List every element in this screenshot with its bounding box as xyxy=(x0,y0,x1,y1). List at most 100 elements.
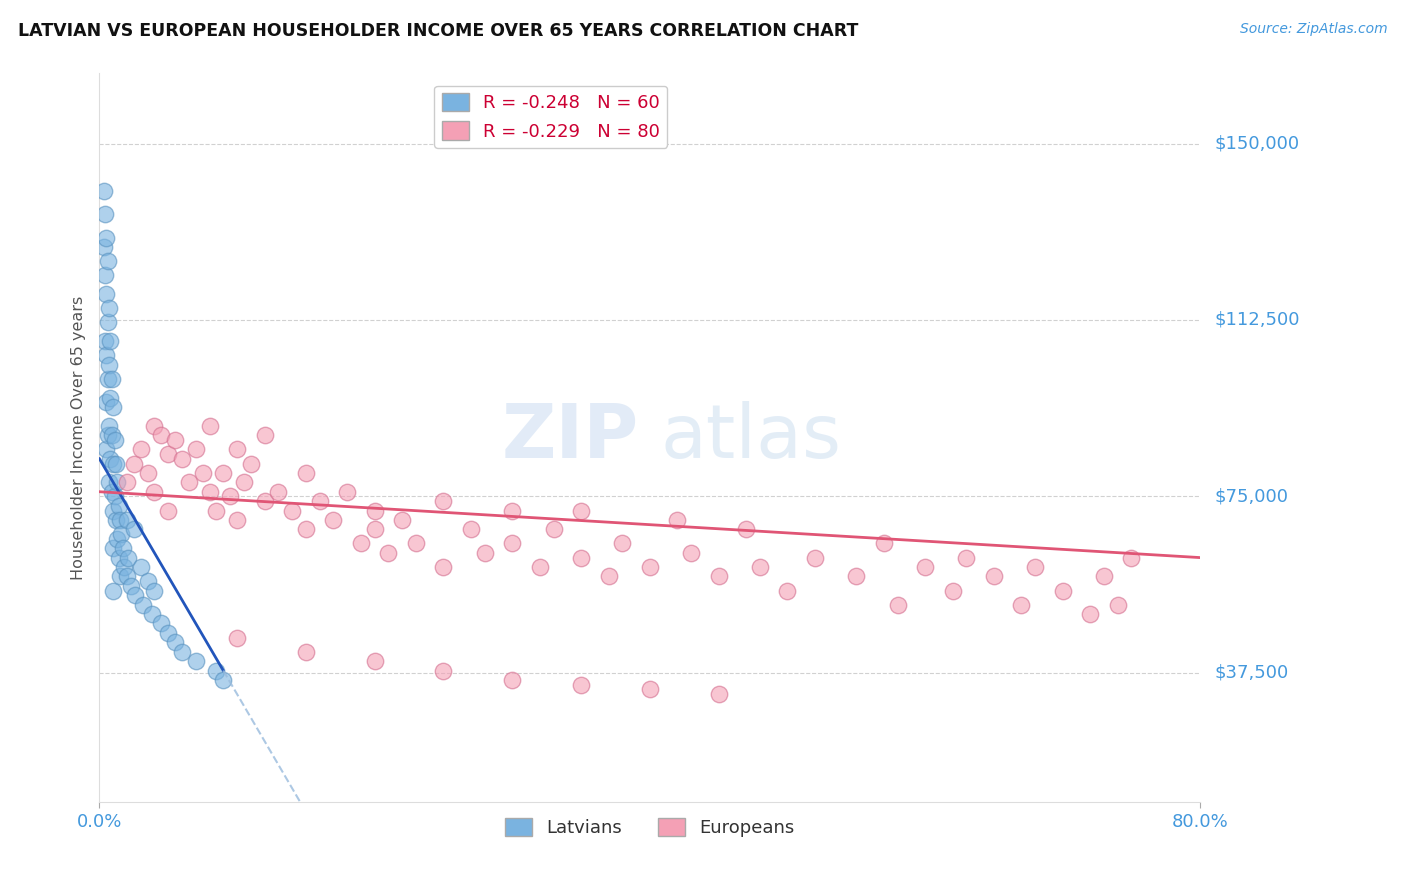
Point xyxy=(198,418,221,433)
Point xyxy=(103,400,125,414)
Point xyxy=(543,522,565,536)
Point xyxy=(253,494,276,508)
Point xyxy=(681,546,703,560)
Point xyxy=(100,451,122,466)
Point xyxy=(612,536,634,550)
Point xyxy=(776,583,799,598)
Point xyxy=(143,484,166,499)
Point xyxy=(198,484,221,499)
Point xyxy=(170,645,193,659)
Text: LATVIAN VS EUROPEAN HOUSEHOLDER INCOME OVER 65 YEARS CORRELATION CHART: LATVIAN VS EUROPEAN HOUSEHOLDER INCOME O… xyxy=(18,22,859,40)
Text: $150,000: $150,000 xyxy=(1215,135,1299,153)
Point xyxy=(122,457,145,471)
Point xyxy=(150,616,173,631)
Point xyxy=(501,503,523,517)
Point xyxy=(177,475,200,490)
Point xyxy=(184,654,207,668)
Point xyxy=(96,348,118,362)
Point xyxy=(110,527,132,541)
Point xyxy=(97,372,120,386)
Point xyxy=(170,451,193,466)
Point xyxy=(941,583,963,598)
Legend: Latvians, Europeans: Latvians, Europeans xyxy=(498,811,803,845)
Point xyxy=(638,682,661,697)
Point xyxy=(1052,583,1074,598)
Point xyxy=(104,457,127,471)
Point xyxy=(226,442,249,457)
Point xyxy=(205,503,228,517)
Point xyxy=(107,550,129,565)
Point xyxy=(308,494,330,508)
Point xyxy=(98,358,121,372)
Point xyxy=(115,569,138,583)
Point xyxy=(501,673,523,687)
Point xyxy=(96,395,118,409)
Point xyxy=(115,513,138,527)
Point xyxy=(212,673,235,687)
Point xyxy=(100,334,122,348)
Point xyxy=(1010,598,1032,612)
Point xyxy=(1121,550,1143,565)
Point xyxy=(707,569,730,583)
Point xyxy=(93,240,115,254)
Point xyxy=(363,654,385,668)
Point xyxy=(97,315,120,329)
Point xyxy=(165,635,187,649)
Point xyxy=(150,428,173,442)
Point xyxy=(405,536,427,550)
Point xyxy=(267,484,290,499)
Point xyxy=(253,428,276,442)
Text: Source: ZipAtlas.com: Source: ZipAtlas.com xyxy=(1240,22,1388,37)
Point xyxy=(101,484,124,499)
Point xyxy=(101,428,124,442)
Point xyxy=(157,503,180,517)
Point xyxy=(666,513,689,527)
Point xyxy=(112,560,135,574)
Point xyxy=(94,334,117,348)
Point xyxy=(226,631,249,645)
Point xyxy=(143,583,166,598)
Point xyxy=(108,569,131,583)
Point xyxy=(281,503,304,517)
Point xyxy=(124,588,146,602)
Point xyxy=(983,569,1005,583)
Point xyxy=(141,607,163,621)
Point xyxy=(219,490,242,504)
Point xyxy=(295,522,318,536)
Point xyxy=(157,447,180,461)
Point xyxy=(239,457,262,471)
Point xyxy=(129,442,152,457)
Point xyxy=(205,664,228,678)
Point xyxy=(105,532,128,546)
Point xyxy=(432,560,454,574)
Point xyxy=(886,598,908,612)
Point xyxy=(226,513,249,527)
Point xyxy=(432,494,454,508)
Point xyxy=(955,550,977,565)
Point xyxy=(1107,598,1129,612)
Point xyxy=(1024,560,1046,574)
Point xyxy=(103,541,125,556)
Point xyxy=(93,184,115,198)
Point xyxy=(529,560,551,574)
Point xyxy=(569,678,592,692)
Point xyxy=(103,490,125,504)
Point xyxy=(735,522,758,536)
Point xyxy=(569,550,592,565)
Point xyxy=(501,536,523,550)
Point xyxy=(184,442,207,457)
Point xyxy=(363,503,385,517)
Point xyxy=(873,536,896,550)
Point xyxy=(103,503,125,517)
Point xyxy=(105,475,128,490)
Point xyxy=(108,513,131,527)
Y-axis label: Householder Income Over 65 years: Householder Income Over 65 years xyxy=(72,295,86,580)
Point xyxy=(103,457,125,471)
Point xyxy=(98,418,121,433)
Point xyxy=(569,503,592,517)
Point xyxy=(115,475,138,490)
Text: atlas: atlas xyxy=(661,401,842,475)
Point xyxy=(157,626,180,640)
Point xyxy=(165,433,187,447)
Point xyxy=(98,475,121,490)
